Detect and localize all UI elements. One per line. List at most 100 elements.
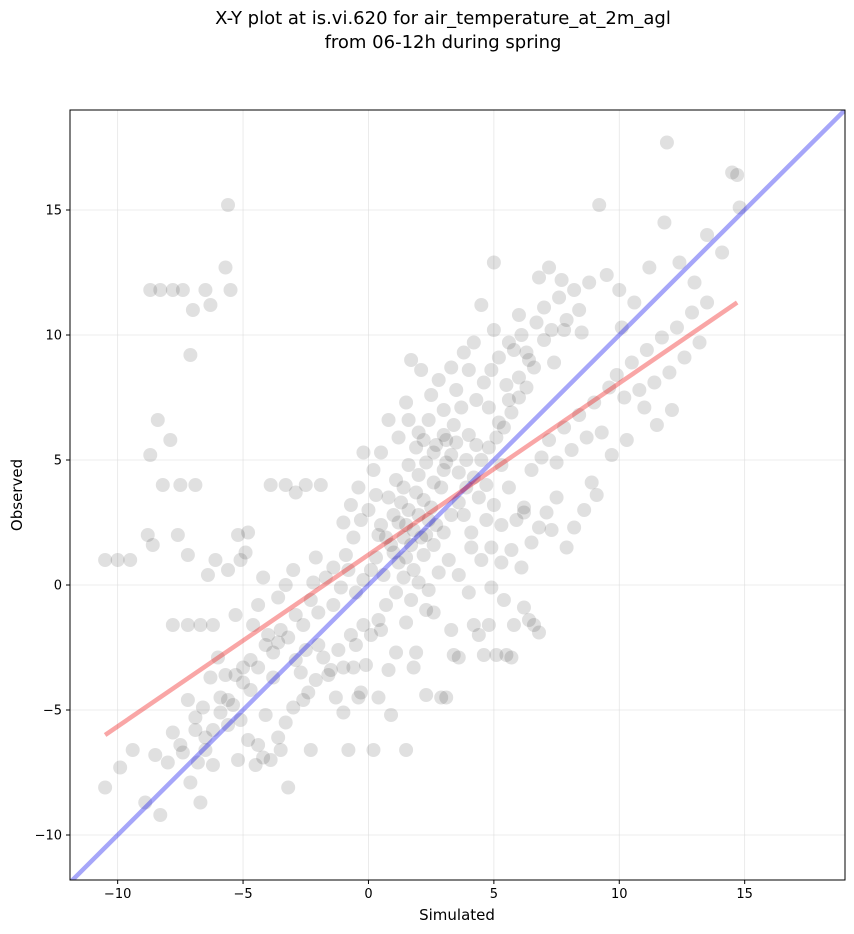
y-tick-label-3: 5 bbox=[54, 454, 62, 469]
scatter-point-335 bbox=[379, 598, 394, 612]
scatter-point-284 bbox=[258, 638, 273, 652]
scatter-point-209 bbox=[602, 380, 617, 395]
scatter-point-3 bbox=[138, 795, 153, 810]
scatter-point-271 bbox=[356, 573, 371, 587]
scatter-point-286 bbox=[243, 653, 258, 667]
scatter-point-128 bbox=[444, 448, 459, 462]
scatter-point-354 bbox=[226, 698, 241, 712]
scatter-point-338 bbox=[356, 618, 371, 632]
scatter-point-315 bbox=[519, 345, 534, 360]
scatter-point-355 bbox=[218, 668, 233, 682]
scatter-point-283 bbox=[266, 645, 281, 660]
scatter-point-105 bbox=[401, 503, 416, 517]
x-tick-label-3: 5 bbox=[490, 887, 498, 902]
scatter-point-216 bbox=[654, 330, 669, 345]
scatter-point-29 bbox=[328, 690, 343, 705]
scatter-point-205 bbox=[572, 408, 587, 422]
scatter-point-62 bbox=[123, 553, 138, 567]
scatter-point-265 bbox=[404, 353, 419, 367]
scatter-point-236 bbox=[577, 503, 592, 517]
scatter-point-262 bbox=[444, 360, 459, 375]
scatter-point-330 bbox=[389, 585, 404, 600]
scatter-point-249 bbox=[732, 200, 747, 215]
scatter-point-299 bbox=[306, 575, 321, 590]
scatter-point-121 bbox=[389, 473, 404, 487]
x-tick-label-5: 15 bbox=[736, 887, 753, 902]
scatter-point-258 bbox=[486, 255, 501, 270]
scatter-point-10 bbox=[188, 710, 203, 725]
scatter-point-86 bbox=[165, 283, 180, 297]
scatter-point-210 bbox=[609, 368, 624, 382]
scatter-point-365 bbox=[261, 628, 276, 642]
scatter-point-1 bbox=[113, 760, 128, 775]
scatter-point-143 bbox=[474, 453, 489, 467]
scatter-point-82 bbox=[326, 560, 341, 575]
scatter-point-255 bbox=[554, 273, 569, 287]
scatter-point-152 bbox=[454, 400, 469, 415]
scatter-point-332 bbox=[404, 593, 419, 607]
scatter-point-291 bbox=[205, 723, 220, 737]
scatter-point-203 bbox=[557, 420, 572, 435]
scatter-point-253 bbox=[612, 283, 627, 297]
scatter-point-99 bbox=[238, 545, 253, 560]
scatter-point-314 bbox=[511, 370, 526, 385]
scatter-point-7 bbox=[165, 725, 180, 740]
scatter-point-232 bbox=[532, 520, 547, 535]
scatter-points bbox=[98, 135, 747, 822]
scatter-point-8 bbox=[173, 738, 188, 752]
scatter-point-50 bbox=[506, 618, 521, 632]
scatter-point-367 bbox=[165, 618, 180, 632]
scatter-point-289 bbox=[221, 693, 236, 707]
scatter-point-266 bbox=[399, 395, 414, 410]
scatter-point-116 bbox=[419, 528, 434, 542]
scatter-point-260 bbox=[456, 345, 471, 360]
scatter-point-133 bbox=[391, 555, 406, 570]
scatter-point-95 bbox=[150, 413, 165, 427]
scatter-point-90 bbox=[223, 283, 238, 297]
scatter-point-321 bbox=[501, 335, 516, 350]
scatter-point-254 bbox=[572, 303, 587, 317]
scatter-point-276 bbox=[318, 570, 333, 585]
scatter-point-298 bbox=[271, 590, 286, 605]
scatter-point-66 bbox=[163, 433, 178, 447]
scatter-point-200 bbox=[534, 450, 549, 465]
scatter-point-195 bbox=[514, 560, 529, 575]
scatter-point-111 bbox=[394, 495, 409, 510]
scatter-point-294 bbox=[183, 775, 198, 790]
scatter-point-119 bbox=[434, 480, 449, 495]
scatter-point-61 bbox=[110, 553, 125, 567]
scatter-point-154 bbox=[469, 393, 484, 407]
scatter-point-214 bbox=[639, 343, 654, 357]
scatter-point-324 bbox=[479, 478, 494, 492]
scatter-point-12 bbox=[198, 730, 213, 745]
scatter-point-308 bbox=[426, 445, 441, 460]
scatter-point-51 bbox=[516, 600, 531, 615]
scatter-point-257 bbox=[532, 270, 547, 285]
scatter-point-48 bbox=[489, 648, 504, 662]
scatter-point-2 bbox=[125, 743, 140, 757]
scatter-point-219 bbox=[677, 350, 692, 365]
scatter-point-69 bbox=[188, 478, 203, 492]
scatter-point-227 bbox=[604, 448, 619, 462]
scatter-point-5 bbox=[153, 808, 168, 822]
scatter-point-351 bbox=[248, 758, 263, 772]
scatter-point-374 bbox=[406, 660, 421, 675]
scatter-point-180 bbox=[456, 508, 471, 522]
scatter-point-295 bbox=[175, 745, 190, 760]
regression-line bbox=[103, 300, 739, 737]
scatter-point-45 bbox=[461, 585, 476, 600]
scatter-point-341 bbox=[323, 663, 338, 677]
scatter-point-297 bbox=[278, 578, 293, 592]
scatter-point-59 bbox=[341, 743, 356, 757]
scatter-point-375 bbox=[446, 648, 461, 662]
scatter-point-79 bbox=[298, 478, 313, 492]
y-tick-label-1: −5 bbox=[43, 704, 62, 719]
scatter-point-30 bbox=[336, 705, 351, 720]
scatter-point-168 bbox=[574, 325, 589, 340]
scatter-point-288 bbox=[228, 668, 243, 682]
scatter-point-359 bbox=[188, 723, 203, 737]
scatter-point-334 bbox=[419, 603, 434, 617]
identity-line bbox=[70, 110, 845, 880]
scatter-point-88 bbox=[198, 283, 213, 297]
